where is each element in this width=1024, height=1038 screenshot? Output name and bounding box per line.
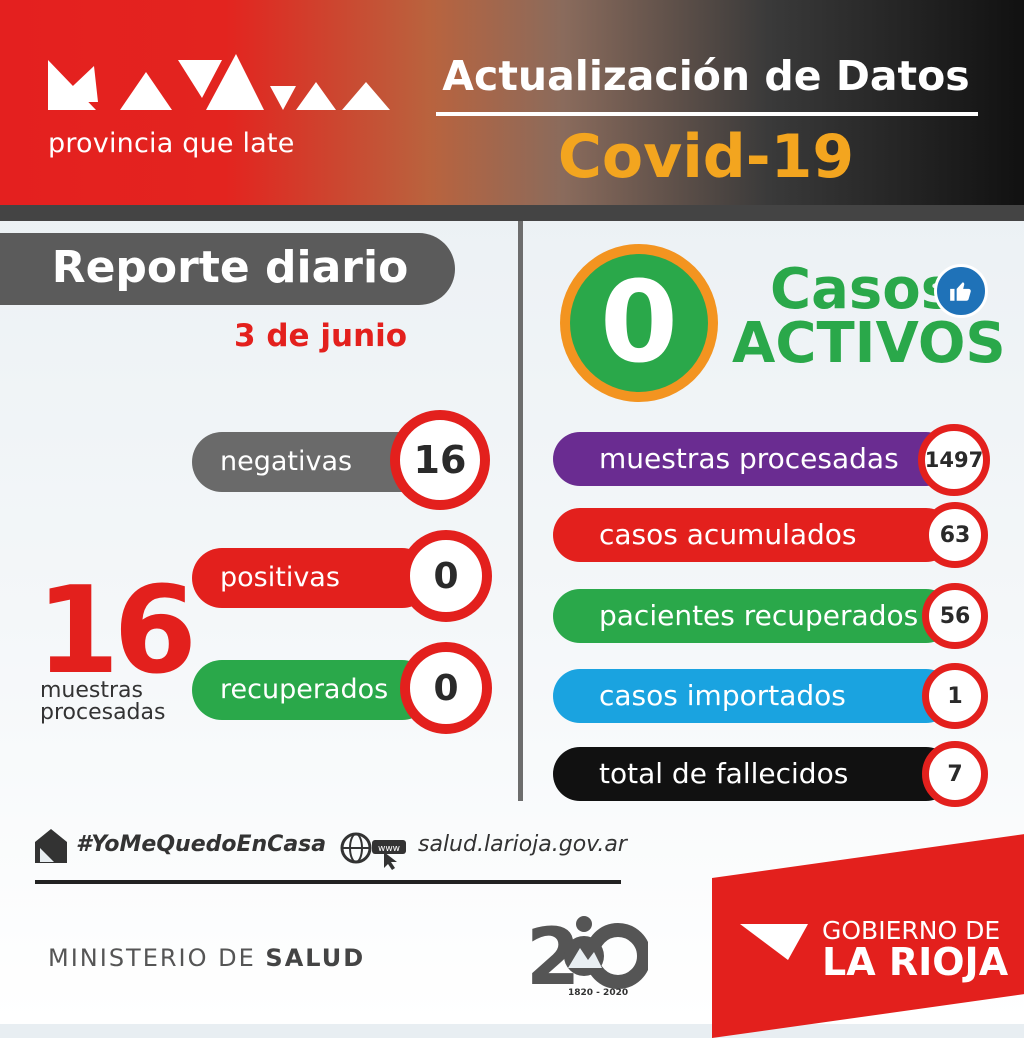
stat-value: 0 <box>433 555 459 597</box>
stat-value-circle: 16 <box>390 410 490 510</box>
stat-row-total-fallecidos: total de fallecidos <box>553 747 953 801</box>
stat-value: 7 <box>947 761 963 787</box>
stat-value-circle: 7 <box>922 741 988 807</box>
stat-value: 1497 <box>924 448 984 472</box>
stat-label: casos importados <box>599 679 846 712</box>
active-cases-label-2: ACTIVOS <box>732 311 1006 376</box>
total-samples-value: 16 <box>36 562 197 701</box>
globe-web-icon: www <box>340 832 406 870</box>
report-tab <box>0 233 455 305</box>
la-rioja-logo <box>48 54 390 110</box>
la-rioja-emblem-icon <box>740 924 808 960</box>
stat-label: muestras procesadas <box>599 442 899 475</box>
stat-row-casos-acumulados: casos acumulados <box>553 508 953 562</box>
hashtag: #YoMeQuedoEnCasa <box>76 832 327 857</box>
government-name: LA RIOJA <box>822 940 1009 984</box>
header-divider <box>0 205 1024 221</box>
stat-value: 1 <box>947 683 963 709</box>
stat-value-circle: 0 <box>400 642 492 734</box>
total-samples-label: muestras procesadas <box>40 680 165 724</box>
stat-label: casos acumulados <box>599 518 857 551</box>
stat-label: pacientes recuperados <box>599 599 919 632</box>
stat-row-casos-importados: casos importados <box>553 669 953 723</box>
bicentenary-years: 1820 - 2020 <box>568 988 629 998</box>
report-date: 3 de junio <box>234 318 408 354</box>
stat-label: recuperados <box>220 674 389 705</box>
stat-value: 16 <box>413 438 467 482</box>
logo-tagline: provincia que late <box>48 128 295 159</box>
stat-row-positivas: positivas <box>192 548 432 608</box>
www-label: www <box>378 844 400 854</box>
title-underline <box>436 112 978 116</box>
stat-value-circle: 0 <box>400 530 492 622</box>
total-samples-label-line1: muestras <box>40 678 143 703</box>
footer-rule <box>35 880 621 884</box>
page-title: Actualización de Datos <box>442 52 970 100</box>
government-label: GOBIERNO DE <box>822 916 1001 945</box>
stat-row-recuperados: recuperados <box>192 660 432 720</box>
bicentenary-logo: 2 1820 - 2020 <box>522 912 651 1003</box>
stat-value-circle: 63 <box>922 502 988 568</box>
ministry-prefix: MINISTERIO DE <box>48 944 266 972</box>
stat-value-circle: 1 <box>922 663 988 729</box>
report-title: Reporte diario <box>51 242 409 293</box>
ministry-name: MINISTERIO DE SALUD <box>48 944 365 972</box>
active-cases-value: 0 <box>570 254 708 392</box>
stat-value-circle: 56 <box>922 583 988 649</box>
thumbs-up-icon <box>934 264 988 318</box>
website-link[interactable]: salud.larioja.gov.ar <box>418 832 627 857</box>
page-subtitle: Covid-19 <box>557 122 855 192</box>
header-banner <box>0 0 1024 205</box>
ministry-suffix: SALUD <box>265 944 366 972</box>
house-icon <box>35 829 67 863</box>
column-divider <box>518 221 523 801</box>
active-cases-label: Casos <box>770 257 955 322</box>
stat-value: 56 <box>939 603 971 629</box>
stat-value: 63 <box>939 522 971 548</box>
stat-label: total de fallecidos <box>599 757 849 790</box>
stat-label: positivas <box>220 562 340 593</box>
total-samples-label-line2: procesadas <box>40 700 166 725</box>
stat-value: 0 <box>433 667 459 709</box>
stat-label: negativas <box>220 446 353 477</box>
stat-value-circle: 1497 <box>918 424 990 496</box>
stat-row-muestras-procesadas: muestras procesadas <box>553 432 953 486</box>
stat-row-pacientes-recuperados: pacientes recuperados <box>553 589 953 643</box>
